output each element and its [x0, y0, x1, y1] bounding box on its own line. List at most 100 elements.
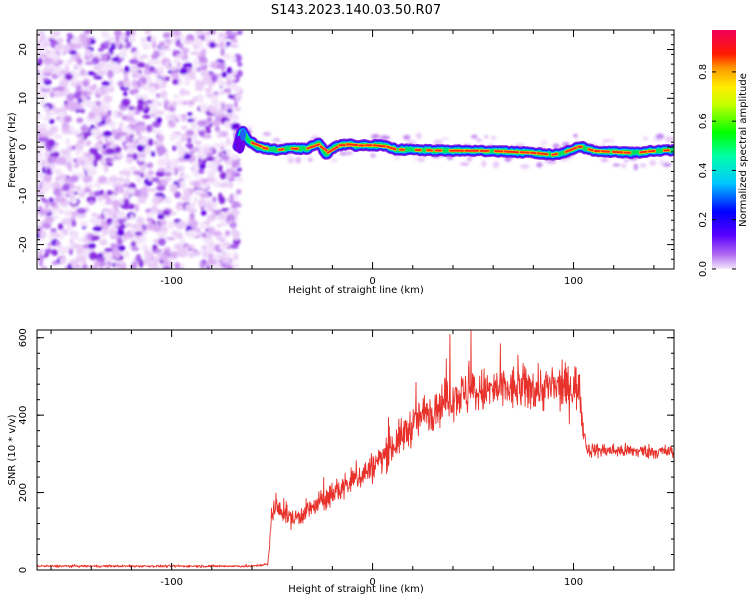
noise-blob — [93, 147, 98, 154]
noise-blob — [193, 167, 199, 176]
noise-blob — [231, 113, 240, 122]
noise-blob — [169, 66, 177, 72]
noise-blob — [58, 118, 64, 124]
noise-blob — [64, 64, 70, 73]
noise-blob — [49, 109, 55, 115]
noise-blob — [209, 41, 216, 49]
halo-blob — [633, 163, 638, 171]
noise-blob — [57, 197, 67, 203]
noise-blob — [205, 239, 215, 246]
noise-blob — [169, 184, 178, 189]
spectrogram-ytick-label: 20 — [18, 43, 29, 56]
colorbar-ramp — [712, 30, 736, 269]
noise-blob — [84, 61, 95, 66]
noise-blob — [142, 114, 151, 119]
noise-blob — [136, 143, 146, 152]
noise-blob — [133, 51, 141, 56]
noise-blob — [196, 126, 206, 131]
noise-blob — [140, 36, 147, 44]
noise-blob — [93, 152, 101, 160]
noise-blob — [231, 203, 238, 209]
noise-blob — [196, 67, 202, 72]
snr-ytick-label: 400 — [18, 406, 29, 425]
snr-panel: -100 0 100 0 200 400 600 Height of straight li… — [7, 328, 675, 595]
noise-blob — [85, 152, 92, 158]
noise-blob — [183, 188, 190, 197]
noise-blob — [86, 100, 97, 109]
noise-blob — [234, 106, 241, 112]
noise-blob — [186, 137, 192, 143]
noise-blob — [178, 99, 183, 106]
noise-blob — [56, 85, 65, 92]
noise-blob — [194, 189, 204, 194]
noise-blob — [67, 223, 73, 232]
noise-blob — [140, 164, 147, 172]
noise-blob — [51, 182, 58, 189]
noise-blob — [221, 71, 228, 78]
noise-blob — [173, 58, 180, 64]
noise-blob — [80, 109, 86, 113]
noise-blob — [118, 171, 127, 175]
noise-blob — [82, 151, 87, 159]
noise-blob — [53, 187, 62, 196]
noise-blob — [67, 100, 76, 109]
noise-blob — [202, 76, 212, 85]
noise-blob — [181, 125, 188, 131]
noise-blob — [156, 185, 166, 192]
noise-blob — [220, 131, 228, 138]
noise-blob — [87, 90, 93, 96]
spectrogram-ytick-label: 0 — [18, 144, 29, 150]
noise-blob — [76, 117, 84, 124]
hot-core — [372, 144, 387, 148]
noise-blob — [90, 128, 100, 135]
noise-blob — [190, 51, 200, 56]
noise-blob — [216, 36, 225, 42]
noise-blob — [144, 30, 152, 35]
noise-blob — [66, 93, 75, 102]
noise-blob — [184, 77, 190, 87]
noise-blob — [174, 262, 180, 269]
noise-blob — [91, 212, 98, 217]
noise-blob — [220, 63, 226, 71]
noise-blob — [76, 246, 84, 256]
noise-blob — [168, 105, 176, 112]
noise-blob — [102, 130, 113, 137]
noise-blob — [203, 37, 211, 43]
noise-blob — [118, 137, 127, 143]
noise-blob — [42, 85, 51, 89]
noise-blob — [201, 178, 209, 184]
noise-blob — [89, 217, 100, 224]
noise-blob — [142, 43, 150, 50]
noise-blob — [182, 62, 193, 69]
noise-blob — [136, 175, 142, 184]
noise-blob — [205, 156, 215, 162]
noise-blob — [115, 41, 121, 48]
noise-blob — [105, 197, 112, 205]
noise-blob — [183, 39, 192, 45]
noise-blob — [162, 259, 171, 268]
noise-blob — [76, 80, 84, 85]
spectrogram-ytick-label: -20 — [18, 236, 29, 252]
noise-blob — [205, 202, 213, 211]
noise-blob — [64, 115, 72, 123]
noise-blob — [125, 136, 132, 143]
noise-blob — [185, 143, 191, 148]
noise-blob — [230, 38, 238, 43]
noise-blob — [175, 38, 181, 47]
noise-blob — [165, 76, 170, 81]
noise-blob — [47, 139, 56, 148]
noise-blob — [114, 262, 122, 269]
noise-blob — [109, 85, 114, 93]
noise-blob — [189, 245, 195, 249]
noise-blob — [162, 32, 171, 39]
noise-blob — [122, 192, 130, 199]
halo-blob — [415, 132, 422, 140]
noise-blob — [220, 233, 228, 240]
noise-blob — [147, 138, 154, 147]
noise-blob — [126, 156, 134, 164]
noise-blob — [185, 129, 195, 136]
noise-blob — [69, 238, 74, 245]
noise-blob — [212, 254, 220, 261]
spectrogram-xtick-label: -100 — [160, 276, 183, 287]
noise-blob — [121, 32, 127, 38]
